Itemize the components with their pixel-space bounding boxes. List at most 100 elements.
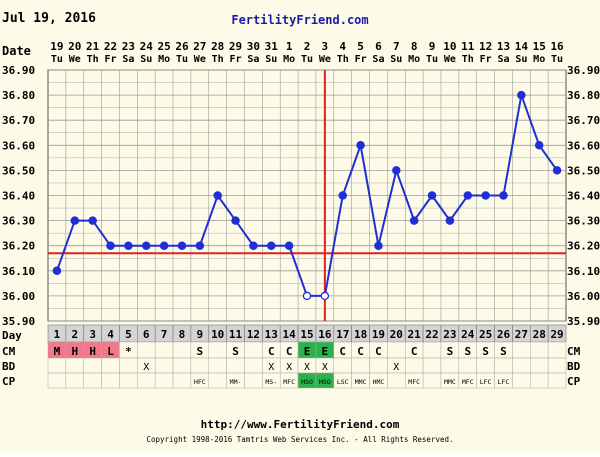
temperature-point [267, 241, 276, 250]
x-weekday-label: Tu [426, 54, 438, 65]
temperature-point [141, 241, 151, 250]
chart-date: Jul 19, 2016 [2, 11, 96, 26]
x-weekday-label: Fr [104, 54, 116, 65]
day-number: 15 [300, 328, 313, 341]
y-tick-label-left: 36.10 [2, 265, 35, 278]
bd-value: X [286, 362, 292, 373]
cp-value: HMC [373, 378, 385, 386]
x-weekday-label: Su [140, 54, 152, 65]
day-number: 10 [211, 328, 224, 341]
cm-cell [387, 341, 406, 359]
x-weekday-label: Sa [497, 54, 509, 65]
y-tick-label-right: 36.60 [567, 139, 600, 152]
y-tick-label-left: 35.90 [2, 315, 35, 328]
cm-value: S [197, 345, 204, 358]
bd-value: X [393, 362, 399, 373]
temperature-point [124, 241, 133, 250]
x-weekday-label: Fr [480, 54, 492, 65]
cm-value: M [54, 345, 61, 358]
x-date-label: 26 [175, 40, 189, 53]
x-axis-date-labels: 19Tu20We21Th22Fr23Sa24Su25Mo26Tu27We28Th… [50, 40, 564, 65]
bd-cell [476, 357, 495, 374]
x-date-label: 3 [322, 40, 329, 53]
temperature-point [552, 166, 562, 175]
temperature-point [409, 216, 419, 225]
temperature-point [88, 216, 97, 225]
day-number: 1 [54, 328, 61, 341]
cp-cell [244, 372, 263, 389]
x-weekday-label: Mo [283, 54, 295, 65]
bd-cell [333, 357, 352, 374]
bd-value: X [322, 362, 328, 373]
day-number: 28 [533, 328, 546, 341]
temperature-point [249, 241, 258, 250]
x-weekday-label: We [194, 54, 206, 65]
x-date-label: 25 [157, 40, 170, 53]
cm-row-label-left: CM [2, 345, 16, 358]
cm-value: E [304, 345, 311, 358]
x-weekday-label: Fr [355, 54, 367, 65]
x-weekday-label: Tu [51, 54, 63, 65]
x-date-label: 19 [50, 40, 63, 53]
temperature-point [302, 291, 312, 301]
day-number: 6 [143, 328, 150, 341]
cm-cell [530, 341, 549, 359]
temperature-point [177, 241, 187, 250]
cm-cell [512, 341, 531, 359]
bd-value: X [268, 362, 274, 373]
temperature-point [392, 166, 401, 175]
day-number: 22 [425, 328, 438, 341]
cm-value: C [268, 345, 275, 358]
x-date-label: 31 [265, 40, 279, 53]
temperature-point [70, 216, 80, 225]
cp-cell [65, 372, 84, 389]
x-weekday-label: We [69, 54, 81, 65]
x-date-label: 30 [247, 40, 260, 53]
day-number: 23 [443, 328, 456, 341]
temperature-point [284, 241, 294, 250]
x-date-label: 10 [443, 40, 456, 53]
x-date-label: 20 [68, 40, 81, 53]
day-number: 7 [161, 328, 168, 341]
y-tick-label-left: 36.60 [2, 139, 35, 152]
x-weekday-label: Su [515, 54, 527, 65]
y-tick-label-left: 36.20 [2, 240, 35, 253]
cm-value: S [232, 345, 239, 358]
x-date-label: 9 [429, 40, 436, 53]
temperature-point [499, 191, 508, 200]
cp-value: HSO [319, 378, 331, 386]
bd-cell [208, 357, 227, 374]
day-number: 11 [229, 328, 243, 341]
x-weekday-label: Mo [533, 54, 545, 65]
cm-value: C [286, 345, 293, 358]
bd-cell [422, 357, 442, 374]
bd-cell [512, 357, 531, 374]
cm-cell [244, 341, 263, 359]
footer-url[interactable]: http://www.FertilityFriend.com [201, 418, 400, 431]
bd-row-label-right: BD [567, 360, 581, 373]
cm-value: E [322, 345, 329, 358]
y-tick-label-right: 36.40 [567, 190, 600, 203]
y-tick-label-left: 36.30 [2, 215, 35, 228]
temperature-point [463, 191, 473, 200]
cm-row-label-right: CM [567, 345, 581, 358]
cm-value: * [125, 345, 132, 358]
bd-cell [458, 357, 477, 374]
x-weekday-label: Th [337, 54, 349, 65]
temperature-point [356, 141, 365, 150]
x-weekday-label: Th [87, 54, 99, 65]
cp-value: LSC [337, 378, 349, 386]
x-date-label: 6 [375, 40, 382, 53]
cp-cell [422, 372, 442, 389]
cm-value: C [375, 345, 382, 358]
cm-value: C [411, 345, 418, 358]
y-tick-label-right: 36.90 [567, 64, 600, 77]
day-number: 16 [318, 328, 332, 341]
day-number: 18 [354, 328, 367, 341]
bd-cell [226, 357, 245, 374]
x-date-label: 14 [515, 40, 529, 53]
x-date-label: 29 [229, 40, 242, 53]
bd-cell [244, 357, 263, 374]
